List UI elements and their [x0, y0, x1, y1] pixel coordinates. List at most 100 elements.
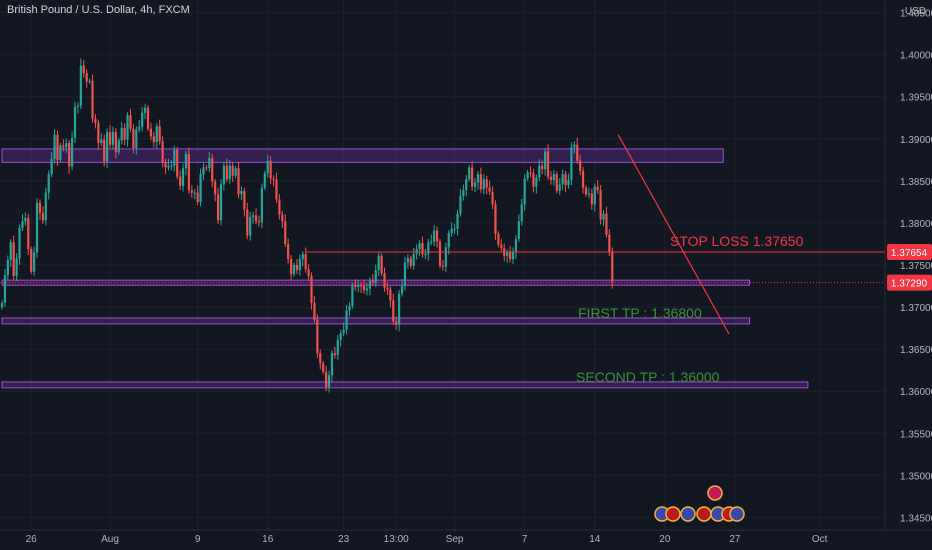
price-zone-rectangle[interactable]: [1, 381, 809, 389]
drawing-overlay[interactable]: [0, 134, 885, 335]
candle-body: [246, 209, 249, 236]
candle-body: [357, 285, 360, 287]
event-flag-icon[interactable]: [729, 506, 745, 522]
candle-body: [310, 275, 313, 303]
candle-body: [494, 204, 497, 234]
candle-body: [322, 363, 325, 372]
price-badge[interactable]: [887, 244, 932, 261]
candle-body: [219, 184, 223, 221]
price-tick-label: 1.40000: [900, 51, 932, 62]
candle-body: [424, 254, 427, 256]
time-tick-label: 26: [26, 534, 38, 545]
time-tick-label: Oct: [812, 534, 828, 545]
event-flag-icon[interactable]: [696, 506, 712, 522]
candle-body: [65, 143, 68, 148]
time-tick-label: 20: [659, 534, 671, 545]
time-tick-label: 27: [729, 534, 741, 545]
candle-body: [202, 167, 205, 175]
price-badge[interactable]: [887, 274, 932, 291]
candle-body: [94, 118, 97, 123]
candle-body: [450, 228, 453, 234]
candle-body: [149, 128, 153, 137]
candle-body: [482, 179, 485, 190]
time-tick-label: 14: [589, 534, 601, 545]
candle-body: [514, 238, 518, 253]
price-tick-label: 1.36500: [900, 345, 932, 356]
candle-body: [141, 112, 144, 128]
candle-body: [386, 287, 389, 290]
candle-body: [12, 242, 15, 276]
trend-line[interactable]: [617, 134, 730, 335]
candle-body: [532, 173, 535, 187]
candle-body: [260, 187, 263, 223]
stop-loss-label[interactable]: STOP LOSS 1.37650: [670, 233, 804, 249]
time-tick-label: 13:00: [384, 534, 409, 545]
candle-body: [222, 165, 226, 185]
candle-body: [82, 65, 85, 74]
candle-body: [476, 174, 480, 183]
economic-events-icons[interactable]: [654, 485, 745, 522]
candle-body: [3, 275, 7, 303]
time-axis[interactable]: 26 Aug 9 16 23 13:00 Sep 7 14 20 27 Oct: [26, 534, 828, 545]
candle-body: [485, 179, 488, 188]
candle-body: [555, 174, 558, 191]
candle-body: [500, 244, 503, 249]
candle-body: [517, 221, 520, 239]
candle-body: [76, 106, 80, 107]
candle-body: [152, 136, 155, 143]
candle-body: [298, 259, 301, 271]
second-tp-label[interactable]: SECOND TP : 1.36000: [576, 369, 720, 385]
candle-body: [351, 285, 354, 307]
price-tick-label: 1.35000: [900, 471, 932, 482]
candle-body: [409, 258, 412, 266]
candle-body: [558, 184, 561, 191]
price-axis[interactable]: 1.40500 1.40000 1.39500 1.39000 1.38500 1.380…: [887, 9, 932, 525]
candle-body: [190, 190, 193, 193]
candle-body: [564, 174, 567, 186]
candle-body: [354, 285, 357, 287]
price-zone-rectangle[interactable]: [1, 317, 751, 325]
candle-body: [44, 192, 47, 221]
candle-body: [6, 259, 9, 276]
candle-body: [511, 252, 515, 260]
candle-body: [479, 174, 482, 190]
candle-body: [392, 300, 395, 322]
event-flag-icon[interactable]: [665, 506, 681, 522]
candle-body: [214, 181, 217, 195]
candle-body: [389, 289, 392, 301]
candle-body: [465, 179, 468, 191]
currency-label[interactable]: USD: [904, 6, 926, 17]
candle-body: [523, 178, 526, 205]
candle-body: [526, 172, 529, 179]
candle-body: [374, 270, 377, 283]
symbol-title[interactable]: British Pound / U.S. Dollar, 4h, FXCM: [7, 4, 190, 16]
event-flag-icon[interactable]: [680, 506, 696, 522]
candlesticks: [0, 58, 614, 393]
candle-body: [380, 255, 383, 274]
first-tp-label[interactable]: FIRST TP : 1.36800: [578, 305, 702, 321]
candle-body: [289, 259, 293, 275]
price-tick-label: 1.36000: [900, 387, 932, 398]
candle-body: [62, 145, 65, 148]
candle-body: [70, 137, 74, 167]
candle-body: [138, 127, 141, 130]
candle-body: [365, 288, 369, 291]
price-zone-rectangle[interactable]: [1, 148, 724, 163]
candle-body: [211, 158, 214, 182]
candle-body: [266, 160, 269, 174]
time-tick-label: 9: [195, 534, 201, 545]
price-tick-label: 1.35500: [900, 429, 932, 440]
event-flag-icon[interactable]: [707, 485, 723, 501]
candle-body: [406, 258, 409, 263]
candle-body: [91, 80, 94, 119]
candle-body: [608, 234, 611, 252]
candle-body: [348, 306, 351, 311]
candle-body: [468, 167, 471, 180]
candle-body: [257, 221, 261, 223]
candle-body: [535, 177, 538, 187]
candle-body: [345, 310, 348, 330]
candle-body: [146, 107, 150, 129]
candle-body: [41, 212, 44, 221]
candle-body: [552, 174, 555, 181]
